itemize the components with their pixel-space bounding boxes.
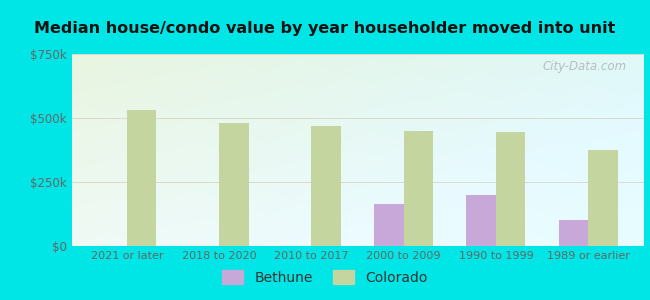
Text: City-Data.com: City-Data.com (542, 60, 627, 73)
Text: Median house/condo value by year householder moved into unit: Median house/condo value by year househo… (34, 21, 616, 36)
Legend: Bethune, Colorado: Bethune, Colorado (216, 264, 434, 290)
Bar (466, 195, 496, 246)
Bar (558, 220, 588, 246)
Bar (219, 123, 249, 246)
Bar (404, 131, 433, 246)
Bar (496, 132, 525, 246)
Bar (127, 110, 157, 246)
Bar (374, 204, 404, 246)
Bar (311, 126, 341, 246)
Bar (588, 150, 618, 246)
